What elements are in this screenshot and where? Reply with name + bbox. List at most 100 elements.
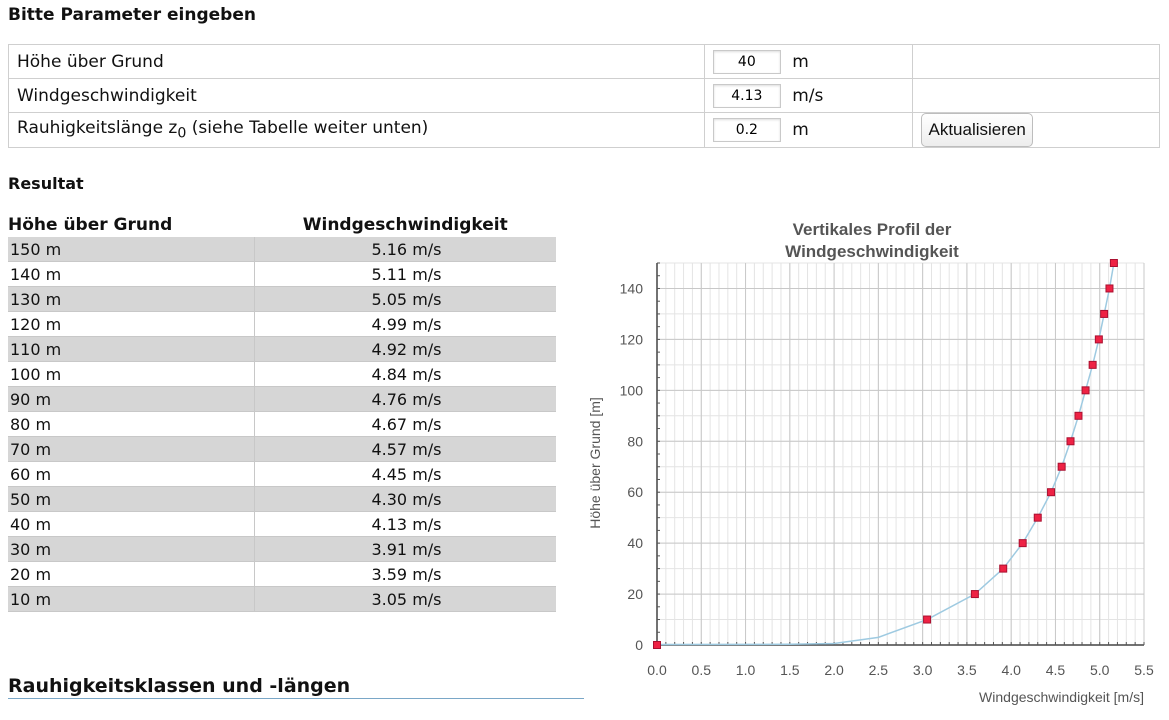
- x-tick-label: 0.5: [692, 662, 712, 678]
- data-point: [1074, 411, 1083, 420]
- x-tick-label: 2.0: [824, 662, 844, 678]
- cell-height: 80 m: [8, 411, 255, 437]
- roughness-unit: m: [792, 120, 809, 140]
- table-row: 40 m 4.13 m/s: [8, 511, 556, 537]
- cell-speed: 4.57 m/s: [254, 436, 556, 462]
- chart-title-line: Vertikales Profil der: [793, 220, 952, 239]
- cell-height: 130 m: [8, 286, 255, 312]
- x-tick-label: 4.5: [1046, 662, 1066, 678]
- data-point: [1057, 462, 1066, 471]
- x-tick-label: 4.0: [1001, 662, 1021, 678]
- cell-speed: 4.99 m/s: [254, 311, 556, 337]
- data-point: [653, 641, 661, 649]
- cell-speed: 4.92 m/s: [254, 336, 556, 362]
- table-row: 10 m 3.05 m/s: [8, 586, 556, 612]
- height-unit: m: [792, 51, 809, 72]
- data-point: [1047, 488, 1056, 497]
- param-row-roughness: Rauhigkeitslänge z0 (siehe Tabelle weite…: [8, 112, 1160, 148]
- table-row: 80 m 4.67 m/s: [8, 411, 556, 437]
- cell-height: 50 m: [8, 486, 255, 512]
- profile-line: [656, 262, 1115, 646]
- cell-height: 20 m: [8, 561, 255, 587]
- table-row: 150 m 5.16 m/s: [8, 237, 556, 262]
- y-tick-label: 80: [627, 433, 643, 449]
- plot-area: [657, 263, 1144, 645]
- x-tick-label: 1.5: [780, 662, 800, 678]
- roughness-section-heading: Rauhigkeitsklassen und -längen: [8, 675, 351, 697]
- table-row: 100 m 4.84 m/s: [8, 361, 556, 387]
- data-point: [1018, 539, 1027, 548]
- data-point: [1033, 513, 1042, 522]
- cell-height: 10 m: [8, 586, 255, 612]
- table-row: 60 m 4.45 m/s: [8, 461, 556, 487]
- cell-speed: 4.67 m/s: [254, 411, 556, 437]
- data-point: [1109, 259, 1118, 267]
- col-header-height: Höhe über Grund: [8, 215, 173, 235]
- cell-speed: 3.91 m/s: [254, 536, 556, 562]
- y-tick-label: 40: [627, 535, 643, 551]
- roughness-input[interactable]: [712, 118, 781, 142]
- table-row: 110 m 4.92 m/s: [8, 336, 556, 362]
- data-point: [999, 564, 1008, 573]
- x-tick-label: 3.5: [957, 662, 977, 678]
- cell-speed: 5.05 m/s: [254, 286, 556, 312]
- chart-title-line: Windgeschwindigkeit: [785, 242, 959, 261]
- update-button[interactable]: Aktualisieren: [921, 113, 1033, 147]
- param-row-windspeed: Windgeschwindigkeit m/s: [8, 78, 1160, 113]
- data-point: [1094, 335, 1103, 344]
- table-row: 50 m 4.30 m/s: [8, 486, 556, 512]
- windspeed-input[interactable]: [712, 83, 781, 108]
- data-point: [1100, 309, 1109, 318]
- x-tick-label: 3.0: [913, 662, 933, 678]
- cell-height: 110 m: [8, 336, 255, 362]
- wind-profile-chart: 0.0 0.5 1.0 1.5 2.0 2.5 3.0 3.5 4.0 4.5 5.0 5.5 0 20 4…: [587, 220, 1154, 705]
- data-point: [1081, 386, 1090, 395]
- section-divider: [8, 698, 584, 699]
- cell-height: 70 m: [8, 436, 255, 462]
- cell-speed: 5.16 m/s: [254, 237, 556, 262]
- table-row: 130 m 5.05 m/s: [8, 286, 556, 312]
- x-tick-label: 2.5: [869, 662, 889, 678]
- x-tick-label: 1.0: [736, 662, 756, 678]
- table-row: 70 m 4.57 m/s: [8, 436, 556, 462]
- height-input[interactable]: [712, 49, 781, 74]
- cell-speed: 3.05 m/s: [254, 586, 556, 612]
- cell-height: 30 m: [8, 536, 255, 562]
- y-tick-label: 120: [620, 331, 644, 347]
- cell-speed: 5.11 m/s: [254, 261, 556, 287]
- x-tick-label: 5.5: [1134, 662, 1154, 678]
- data-point: [923, 615, 932, 624]
- table-row: 90 m 4.76 m/s: [8, 386, 556, 412]
- result-heading: Resultat: [8, 174, 84, 193]
- cell-speed: 3.59 m/s: [254, 561, 556, 587]
- cell-height: 150 m: [8, 237, 255, 262]
- y-tick-label: 100: [620, 382, 644, 398]
- result-table: Höhe über Grund Windgeschwindigkeit 150 …: [8, 213, 556, 612]
- data-point: [1066, 437, 1075, 446]
- cell-speed: 4.30 m/s: [254, 486, 556, 512]
- cell-height: 100 m: [8, 361, 255, 387]
- param-row-height: Höhe über Grund m: [8, 44, 1160, 79]
- y-tick-label: 20: [627, 586, 643, 602]
- param-label-height: Höhe über Grund: [8, 44, 705, 79]
- param-label-roughness: Rauhigkeitslänge z0 (siehe Tabelle weite…: [8, 112, 705, 148]
- cell-height: 40 m: [8, 511, 255, 537]
- cell-height: 60 m: [8, 461, 255, 487]
- cell-height: 140 m: [8, 261, 255, 287]
- params-table: Höhe über Grund m Windgeschwindigkeit m/…: [8, 44, 1160, 148]
- params-heading: Bitte Parameter eingeben: [8, 5, 256, 25]
- cell-height: 90 m: [8, 386, 255, 412]
- table-row: 30 m 3.91 m/s: [8, 536, 556, 562]
- cell-speed: 4.45 m/s: [254, 461, 556, 487]
- data-point: [970, 590, 979, 599]
- col-header-speed: Windgeschwindigkeit: [302, 215, 508, 235]
- table-row: 120 m 4.99 m/s: [8, 311, 556, 337]
- table-row: 20 m 3.59 m/s: [8, 561, 556, 587]
- y-tick-label: 60: [627, 484, 643, 500]
- x-tick-label: 0.0: [647, 662, 667, 678]
- x-axis-label: Windgeschwindigkeit [m/s]: [979, 689, 1144, 705]
- cell-speed: 4.76 m/s: [254, 386, 556, 412]
- y-tick-label: 0: [635, 637, 643, 653]
- y-axis-label: Höhe über Grund [m]: [587, 397, 603, 529]
- cell-speed: 4.84 m/s: [254, 361, 556, 387]
